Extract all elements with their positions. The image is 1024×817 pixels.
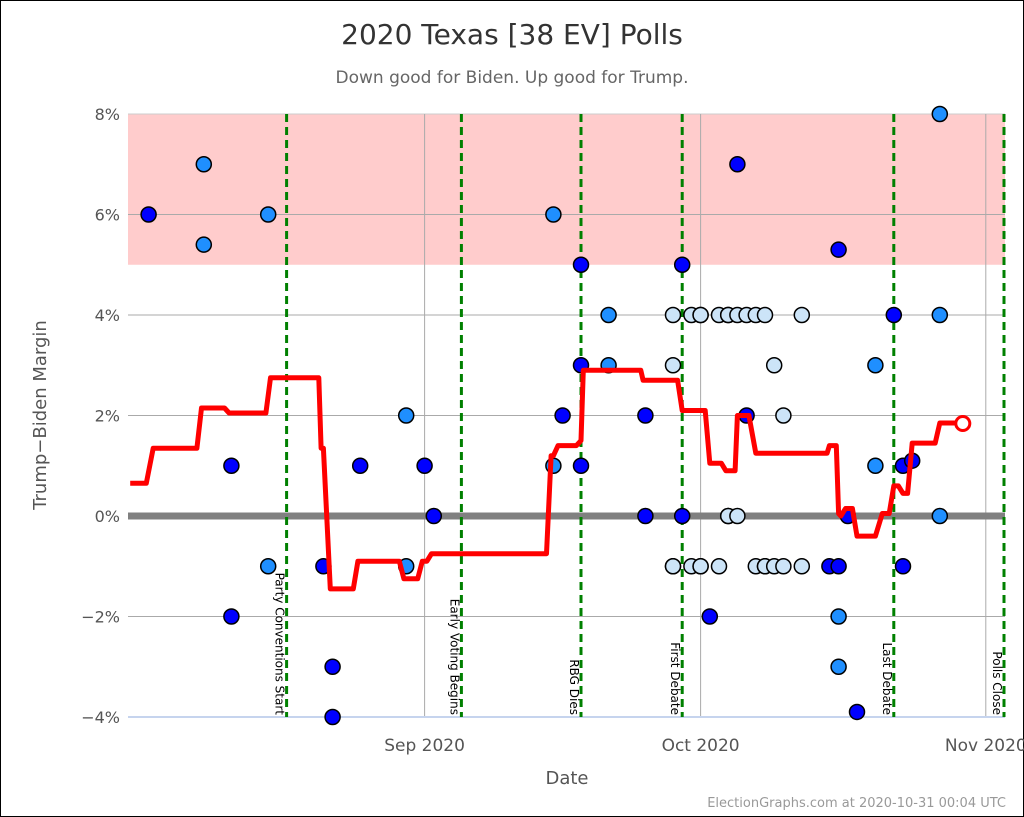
poll-point: [664, 357, 682, 374]
poll-point: [545, 206, 562, 223]
x-tick-label: Sep 2020: [384, 736, 465, 756]
event-label: Polls Close: [990, 651, 1004, 715]
poll-point: [259, 206, 277, 223]
y-tick-label: −2%: [81, 608, 120, 627]
poll-point: [195, 156, 213, 173]
event-label: Early Voting Begins: [447, 599, 461, 715]
y-tick-label: 4%: [95, 306, 120, 325]
poll-point: [692, 306, 709, 324]
y-tick-label: 8%: [95, 105, 120, 124]
y-axis-label: Trump−Biden Margin: [30, 320, 51, 511]
shaded-band: [128, 114, 1005, 265]
chart-subtitle: Down good for Biden. Up good for Trump.: [336, 68, 689, 88]
poll-point: [729, 507, 746, 525]
poll-point: [701, 608, 719, 625]
poll-point: [637, 507, 654, 525]
poll-point: [775, 407, 792, 424]
event-label: Party Conventions Start: [273, 573, 287, 716]
poll-point: [830, 241, 847, 258]
poll-point: [351, 457, 369, 474]
poll-point: [729, 156, 746, 173]
poll-point: [894, 558, 912, 575]
footer-credit: ElectionGraphs.com at 2020-10-31 00:04 U…: [707, 796, 1006, 811]
poll-point: [830, 608, 847, 625]
poll-point: [324, 708, 341, 726]
poll-point: [259, 558, 277, 575]
poll-point: [692, 558, 709, 575]
poll-point: [931, 306, 949, 324]
poll-point: [867, 357, 884, 374]
poll-point: [664, 306, 682, 324]
poll-point: [848, 703, 866, 721]
poll-point: [885, 306, 903, 324]
poll-point: [830, 658, 847, 675]
poll-point: [775, 558, 792, 575]
y-tick-label: 0%: [95, 507, 120, 526]
poll-point: [425, 507, 443, 525]
poll-point: [830, 558, 847, 575]
event-label: Last Debate: [880, 643, 894, 716]
y-tick-label: 2%: [95, 407, 120, 426]
poll-point: [572, 457, 590, 474]
poll-point: [324, 658, 341, 675]
y-tick-label: 6%: [95, 206, 120, 225]
average-line: [130, 367, 963, 592]
poll-point: [195, 236, 213, 253]
poll-point: [572, 256, 590, 273]
y-tick-label: −4%: [81, 708, 120, 727]
poll-point: [673, 507, 691, 525]
poll-point: [931, 507, 949, 525]
chart-title: 2020 Texas [38 EV] Polls: [341, 18, 683, 51]
poll-point: [931, 105, 949, 123]
latest-average-marker: [954, 415, 972, 433]
poll-point: [793, 306, 811, 324]
poll-point: [765, 357, 783, 374]
poll-point: [600, 306, 617, 324]
poll-point: [793, 558, 811, 575]
poll-point: [637, 407, 654, 424]
poll-point: [673, 256, 691, 273]
poll-point: [223, 608, 240, 625]
poll-point: [397, 407, 415, 424]
x-tick-label: Oct 2020: [662, 736, 740, 756]
poll-point: [416, 457, 433, 474]
poll-point: [756, 306, 774, 324]
x-tick-label: Nov 2020: [945, 736, 1024, 756]
poll-point: [223, 457, 240, 474]
poll-point: [554, 407, 571, 424]
event-label: First Debate: [668, 642, 682, 715]
poll-point: [664, 558, 682, 575]
event-label: RBG Dies: [567, 659, 581, 715]
poll-point: [867, 457, 884, 474]
x-axis-label: Date: [545, 768, 588, 789]
poll-point: [140, 206, 157, 223]
poll-point: [710, 558, 728, 575]
